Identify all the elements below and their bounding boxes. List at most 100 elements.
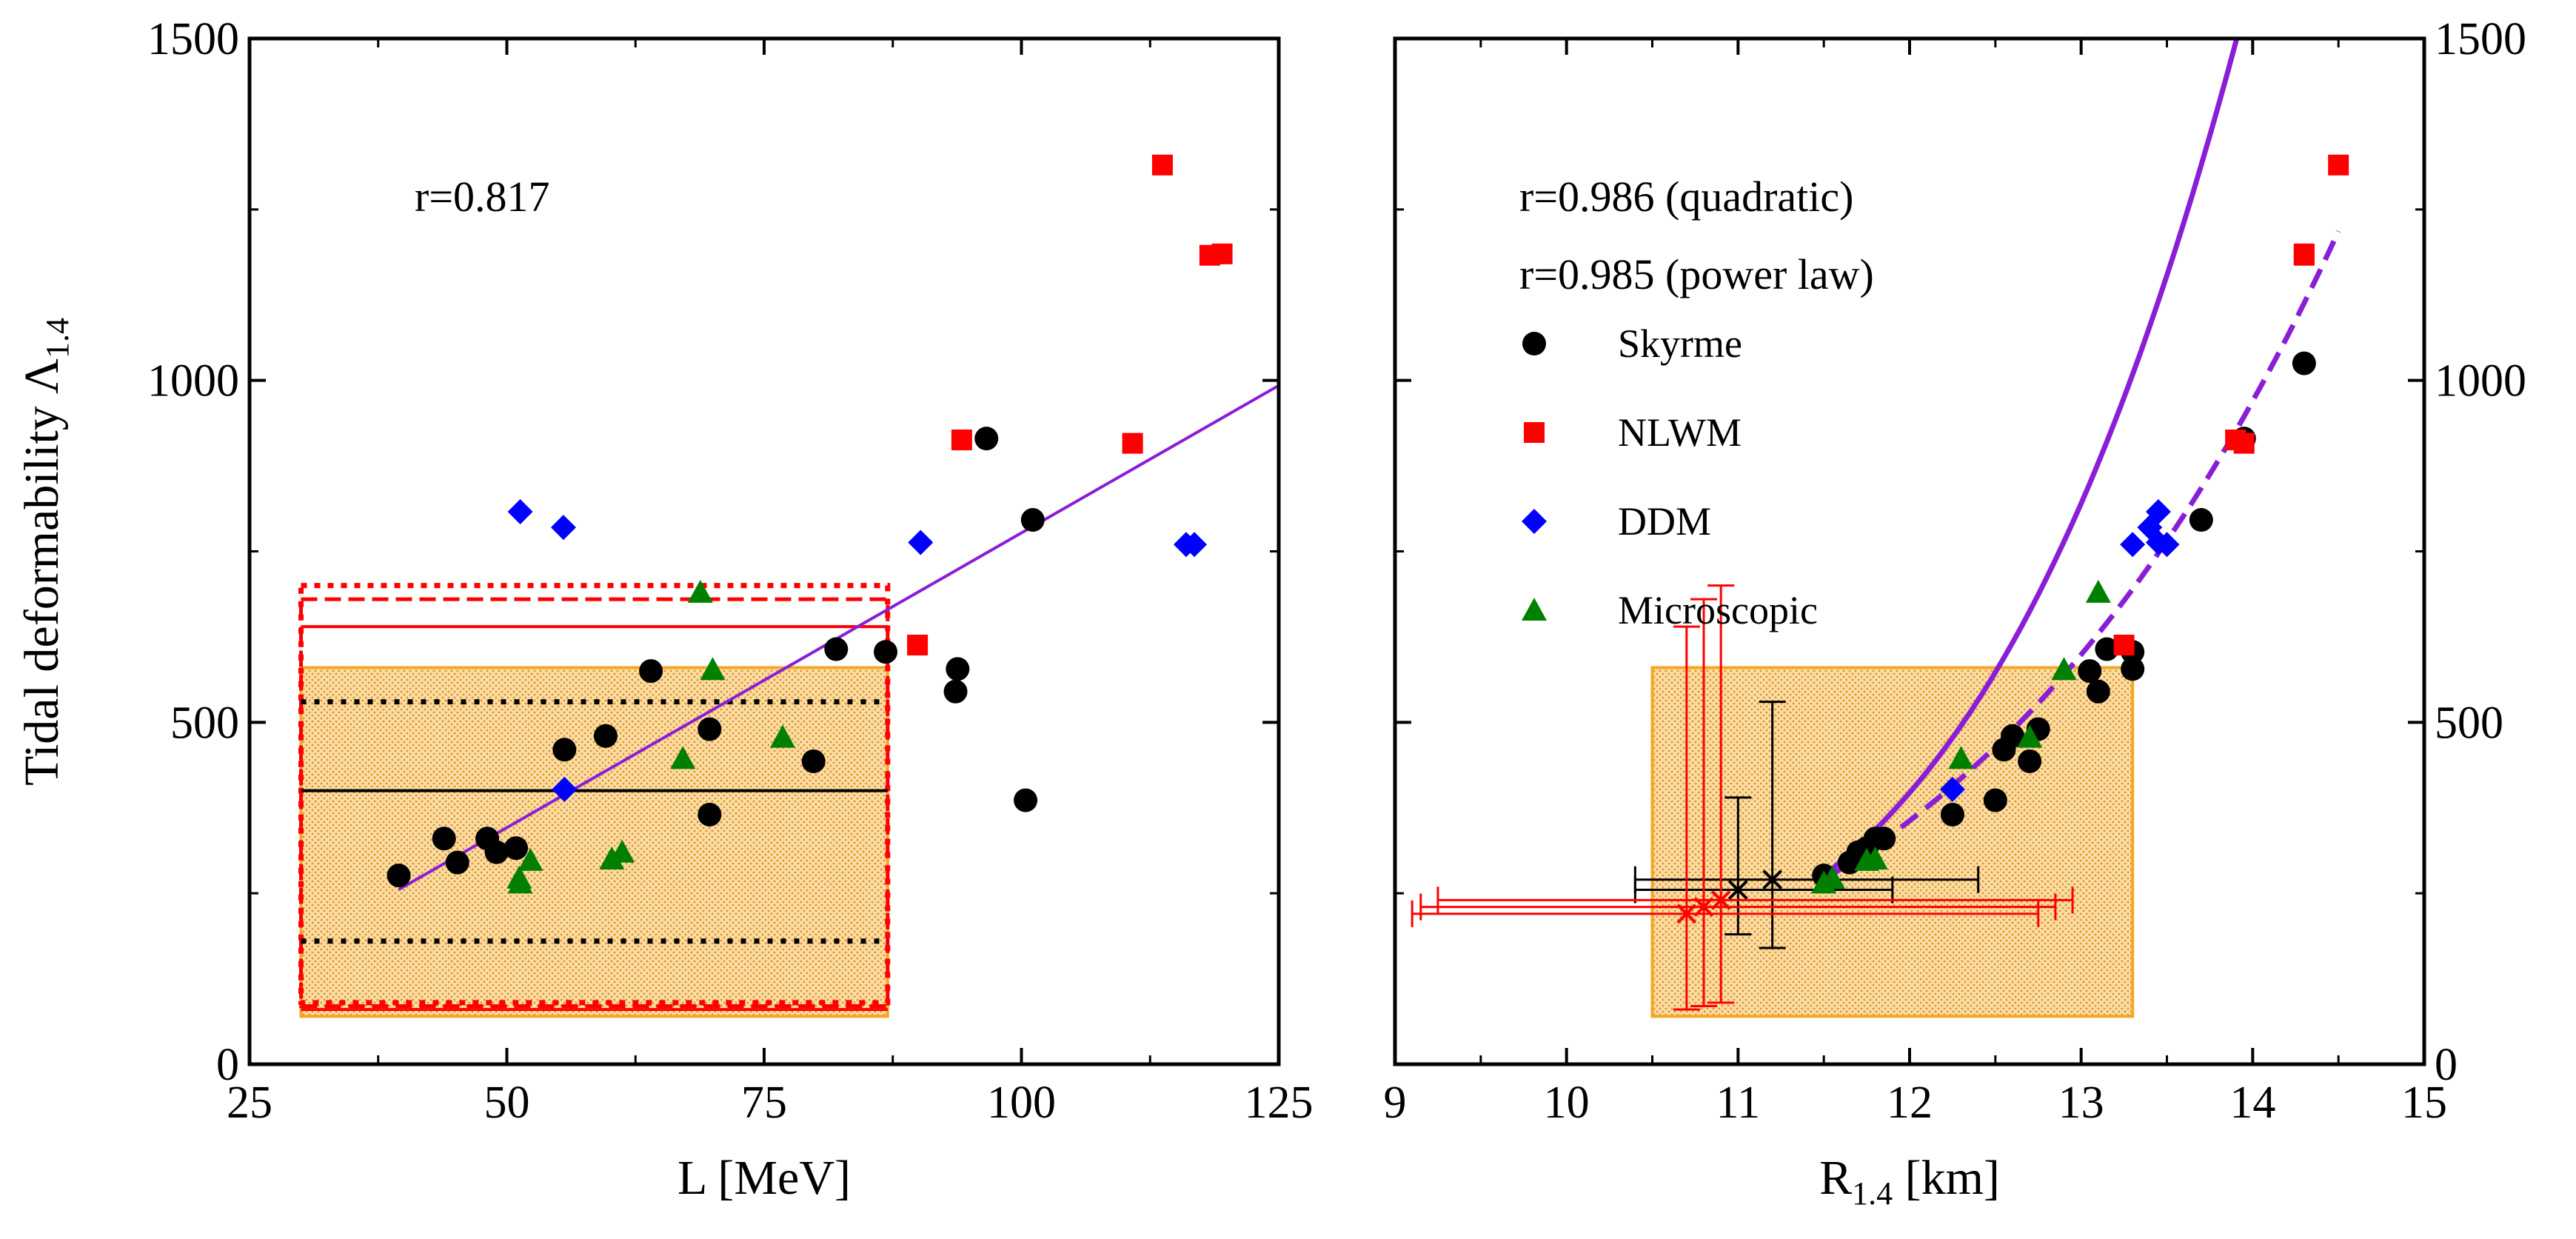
left-point-skyrme bbox=[943, 679, 968, 704]
right-point-skyrme bbox=[2095, 637, 2119, 661]
left-point-skyrme bbox=[946, 657, 970, 681]
left-band-layer bbox=[299, 666, 889, 1018]
right-fit-curves bbox=[1822, 39, 2341, 882]
left-point-skyrme bbox=[387, 864, 411, 888]
legend-label-microscopic: Microscopic bbox=[1618, 588, 1818, 632]
right-point-nlwm bbox=[2233, 433, 2255, 454]
left-orange-band bbox=[299, 666, 889, 1018]
errorbar-center-x bbox=[1762, 869, 1783, 890]
left-point-skyrme bbox=[504, 836, 529, 861]
left-ytick-label: 1000 bbox=[147, 356, 239, 407]
right-xlabel-main: R bbox=[1819, 1151, 1852, 1205]
left-point-ddm bbox=[552, 776, 578, 802]
left-xlabel: L [MeV] bbox=[678, 1151, 851, 1205]
left-point-skyrme bbox=[639, 659, 663, 684]
left-ylabel-main: Tidal deformability Λ bbox=[15, 358, 69, 786]
legend-marker-nlwm bbox=[1524, 422, 1545, 443]
left-red-box-dotted bbox=[298, 583, 891, 1006]
left-fit-line bbox=[398, 384, 1279, 891]
right-point-microscopic bbox=[2085, 579, 2111, 603]
right-xtick-label: 13 bbox=[2058, 1078, 2104, 1128]
left-point-skyrme bbox=[432, 826, 456, 851]
left-ylabel: Tidal deformability Λ1.4 bbox=[15, 318, 76, 786]
left-point-skyrme bbox=[484, 840, 509, 864]
right-data-points bbox=[1811, 154, 2349, 894]
legend-marker-microscopic bbox=[1522, 598, 1547, 621]
left-point-ddm bbox=[550, 515, 576, 541]
right-ytick-label: 500 bbox=[2435, 698, 2503, 748]
left-point-microscopic bbox=[518, 847, 543, 871]
panel-right: 9 10 11 12 13 14 150 500 1000 1500 r=0.986 (quadr… bbox=[1384, 14, 2527, 1212]
panel-left: 25 50 75 100 125 0 500 1000 1500 r=0.817 L [MeV]… bbox=[15, 14, 1314, 1205]
right-xlabel-sub: 1.4 bbox=[1852, 1175, 1893, 1212]
left-point-microscopic bbox=[507, 870, 533, 894]
right-point-ddm bbox=[2120, 532, 2146, 558]
left-point-skyrme bbox=[824, 637, 849, 661]
left-annotation: r=0.817 bbox=[415, 173, 550, 221]
left-ylabel-sub: 1.4 bbox=[39, 318, 76, 358]
right-fit-power bbox=[1822, 230, 2341, 882]
left-point-microscopic bbox=[670, 746, 696, 769]
left-point-nlwm bbox=[951, 429, 972, 450]
right-ytick-label: 1500 bbox=[2435, 14, 2526, 64]
legend-label-skyrme: Skyrme bbox=[1618, 321, 1742, 366]
left-xtick-label: 125 bbox=[1245, 1078, 1314, 1128]
left-data-points bbox=[387, 154, 1233, 894]
left-point-skyrme bbox=[697, 717, 722, 741]
right-xtick-label: 12 bbox=[1887, 1078, 1933, 1128]
left-ytick-label: 1500 bbox=[147, 14, 239, 64]
legend-label-nlwm: NLWM bbox=[1618, 410, 1742, 455]
errorbar-center-x bbox=[1676, 904, 1697, 924]
right-point-microscopic bbox=[1948, 746, 1974, 769]
right-xtick-label: 15 bbox=[2401, 1078, 2447, 1128]
left-point-microscopic bbox=[770, 724, 796, 748]
right-point-skyrme bbox=[1983, 788, 2007, 812]
left-point-skyrme bbox=[801, 749, 826, 773]
right-point-skyrme bbox=[1872, 826, 1896, 851]
left-point-nlwm bbox=[907, 634, 929, 655]
right-xtick-label: 14 bbox=[2229, 1078, 2275, 1128]
legend-marker-skyrme bbox=[1522, 332, 1546, 355]
left-axis-ticks: 25 50 75 100 125 0 500 1000 1500 bbox=[147, 14, 1314, 1128]
left-point-skyrme bbox=[974, 427, 999, 451]
right-xlabel-unit: [km] bbox=[1893, 1151, 2000, 1205]
left-point-ddm bbox=[1182, 532, 1208, 558]
right-error-bars bbox=[1411, 584, 2074, 1011]
right-point-skyrme bbox=[2086, 679, 2110, 704]
svg-text:Tidal deformability Λ1.4: Tidal deformability Λ1.4 bbox=[15, 318, 76, 786]
right-ytick-label: 1000 bbox=[2435, 356, 2526, 407]
errorbar-center-x bbox=[1727, 880, 1748, 900]
right-point-skyrme bbox=[2001, 724, 2024, 748]
left-point-microscopic bbox=[609, 839, 635, 863]
left-xtick-label: 25 bbox=[227, 1078, 272, 1128]
right-axis-ticks: 9 10 11 12 13 14 150 500 1000 1500 bbox=[1384, 14, 2527, 1128]
left-point-skyrme bbox=[1020, 508, 1045, 532]
right-point-microscopic bbox=[2017, 724, 2043, 748]
left-linear-fit bbox=[398, 384, 1279, 891]
right-point-skyrme bbox=[2189, 508, 2213, 532]
legend-marker-ddm bbox=[1522, 509, 1547, 534]
right-point-nlwm bbox=[2328, 154, 2349, 176]
right-point-ddm bbox=[2145, 498, 2171, 524]
right-ytick-label: 0 bbox=[2435, 1040, 2458, 1090]
left-point-microscopic bbox=[700, 657, 726, 681]
left-point-microscopic bbox=[687, 579, 713, 603]
left-point-nlwm bbox=[1211, 243, 1233, 264]
left-ytick-label: 0 bbox=[216, 1040, 239, 1090]
right-point-ddm bbox=[1939, 776, 1965, 802]
right-xtick-label: 10 bbox=[1544, 1078, 1590, 1128]
left-xtick-label: 75 bbox=[741, 1078, 787, 1128]
left-point-microscopic bbox=[599, 846, 625, 869]
left-ytick-label: 500 bbox=[170, 698, 239, 748]
right-xtick-label: 11 bbox=[1716, 1078, 1760, 1128]
legend: Skyrme NLWM DDM Microscopic bbox=[1522, 321, 1818, 632]
right-annotation-quadratic: r=0.986 (quadratic) bbox=[1519, 173, 1853, 221]
right-xlabel: R1.4 [km] bbox=[1819, 1151, 2000, 1212]
left-point-skyrme bbox=[445, 850, 469, 875]
right-point-ddm bbox=[2154, 532, 2180, 558]
legend-label-ddm: DDM bbox=[1618, 499, 1711, 544]
right-point-skyrme bbox=[1940, 802, 1964, 826]
left-point-skyrme bbox=[697, 802, 722, 826]
right-point-microscopic bbox=[2051, 657, 2077, 681]
